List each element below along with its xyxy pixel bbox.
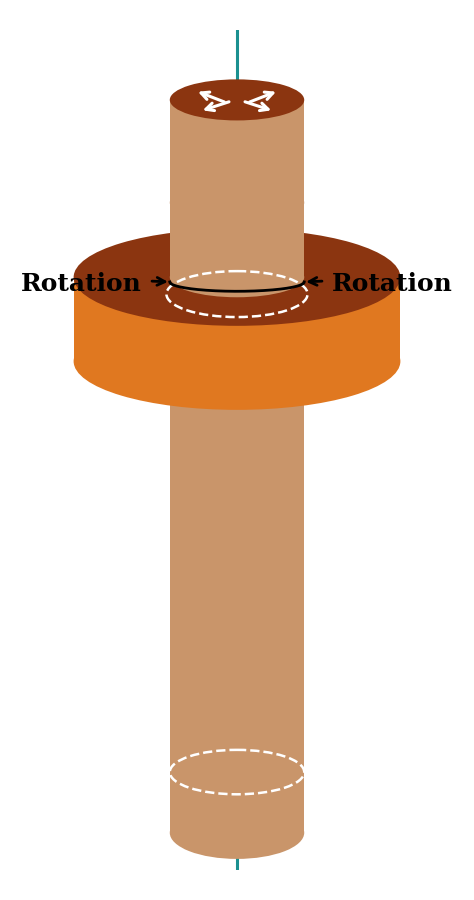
Ellipse shape bbox=[73, 313, 401, 410]
Ellipse shape bbox=[170, 182, 304, 223]
Polygon shape bbox=[170, 361, 304, 832]
Ellipse shape bbox=[170, 806, 304, 859]
Ellipse shape bbox=[170, 257, 304, 297]
Polygon shape bbox=[170, 100, 304, 202]
Text: Rotation: Rotation bbox=[332, 272, 453, 296]
Polygon shape bbox=[170, 202, 304, 277]
Ellipse shape bbox=[170, 79, 304, 121]
Text: Rotation: Rotation bbox=[21, 272, 142, 296]
Polygon shape bbox=[73, 277, 401, 361]
Ellipse shape bbox=[73, 229, 401, 326]
